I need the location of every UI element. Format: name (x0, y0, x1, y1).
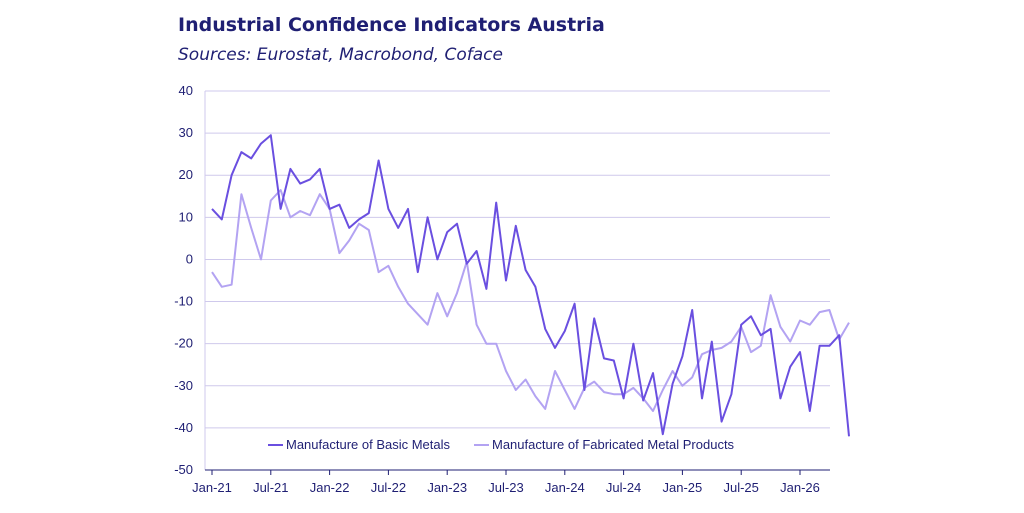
y-tick-label-0: 0 (186, 251, 193, 266)
grid-lines (204, 90, 830, 471)
x-tick-label-jul-21: Jul-21 (253, 480, 288, 495)
y-tick-label-10: 10 (179, 209, 193, 224)
x-tick-label-jan-21: Jan-21 (192, 480, 232, 495)
y-tick-label-30: -30 (174, 378, 193, 393)
x-axis: Jan-21 Jul-21 Jan-22 Jul-22 Jan-23 Jul-23 Jan-… (192, 470, 820, 495)
series-lines (211, 134, 850, 437)
legend-label-basic-metals: Manufacture of Basic Metals (286, 437, 451, 452)
chart-subtitle: Sources: Eurostat, Macrobond, Coface (178, 45, 503, 65)
chart-title: Industrial Confidence Indicators Austria (178, 14, 605, 36)
x-tick-label-jul-23: Jul-23 (488, 480, 523, 495)
y-axis: 40 30 20 10 0 -10 -20 -30 -40 -50 (174, 83, 193, 477)
x-tick-label-jul-22: Jul-22 (371, 480, 406, 495)
series-line-manufacture-of-fabricated-metal-products (211, 189, 850, 412)
series-line-manufacture-of-basic-metals (211, 134, 850, 437)
y-tick-label-20: -20 (174, 336, 193, 351)
y-tick-label-10: -10 (174, 294, 193, 309)
y-tick-label-40: 40 (179, 83, 193, 98)
y-tick-label-40: -40 (174, 420, 193, 435)
y-tick-label-20: 20 (179, 167, 193, 182)
legend-label-fabricated-metal: Manufacture of Fabricated Metal Products (492, 437, 735, 452)
x-tick-label-jul-25: Jul-25 (723, 480, 758, 495)
x-tick-label-jan-26: Jan-26 (780, 480, 820, 495)
x-tick-label-jul-24: Jul-24 (606, 480, 641, 495)
x-tick-label-jan-23: Jan-23 (427, 480, 467, 495)
legend: Manufacture of Basic Metals Manufacture … (268, 437, 735, 452)
y-tick-label-50: -50 (174, 462, 193, 477)
y-tick-label-30: 30 (179, 125, 193, 140)
x-tick-label-jan-24: Jan-24 (545, 480, 585, 495)
x-tick-label-jan-25: Jan-25 (663, 480, 703, 495)
x-tick-label-jan-22: Jan-22 (310, 480, 350, 495)
